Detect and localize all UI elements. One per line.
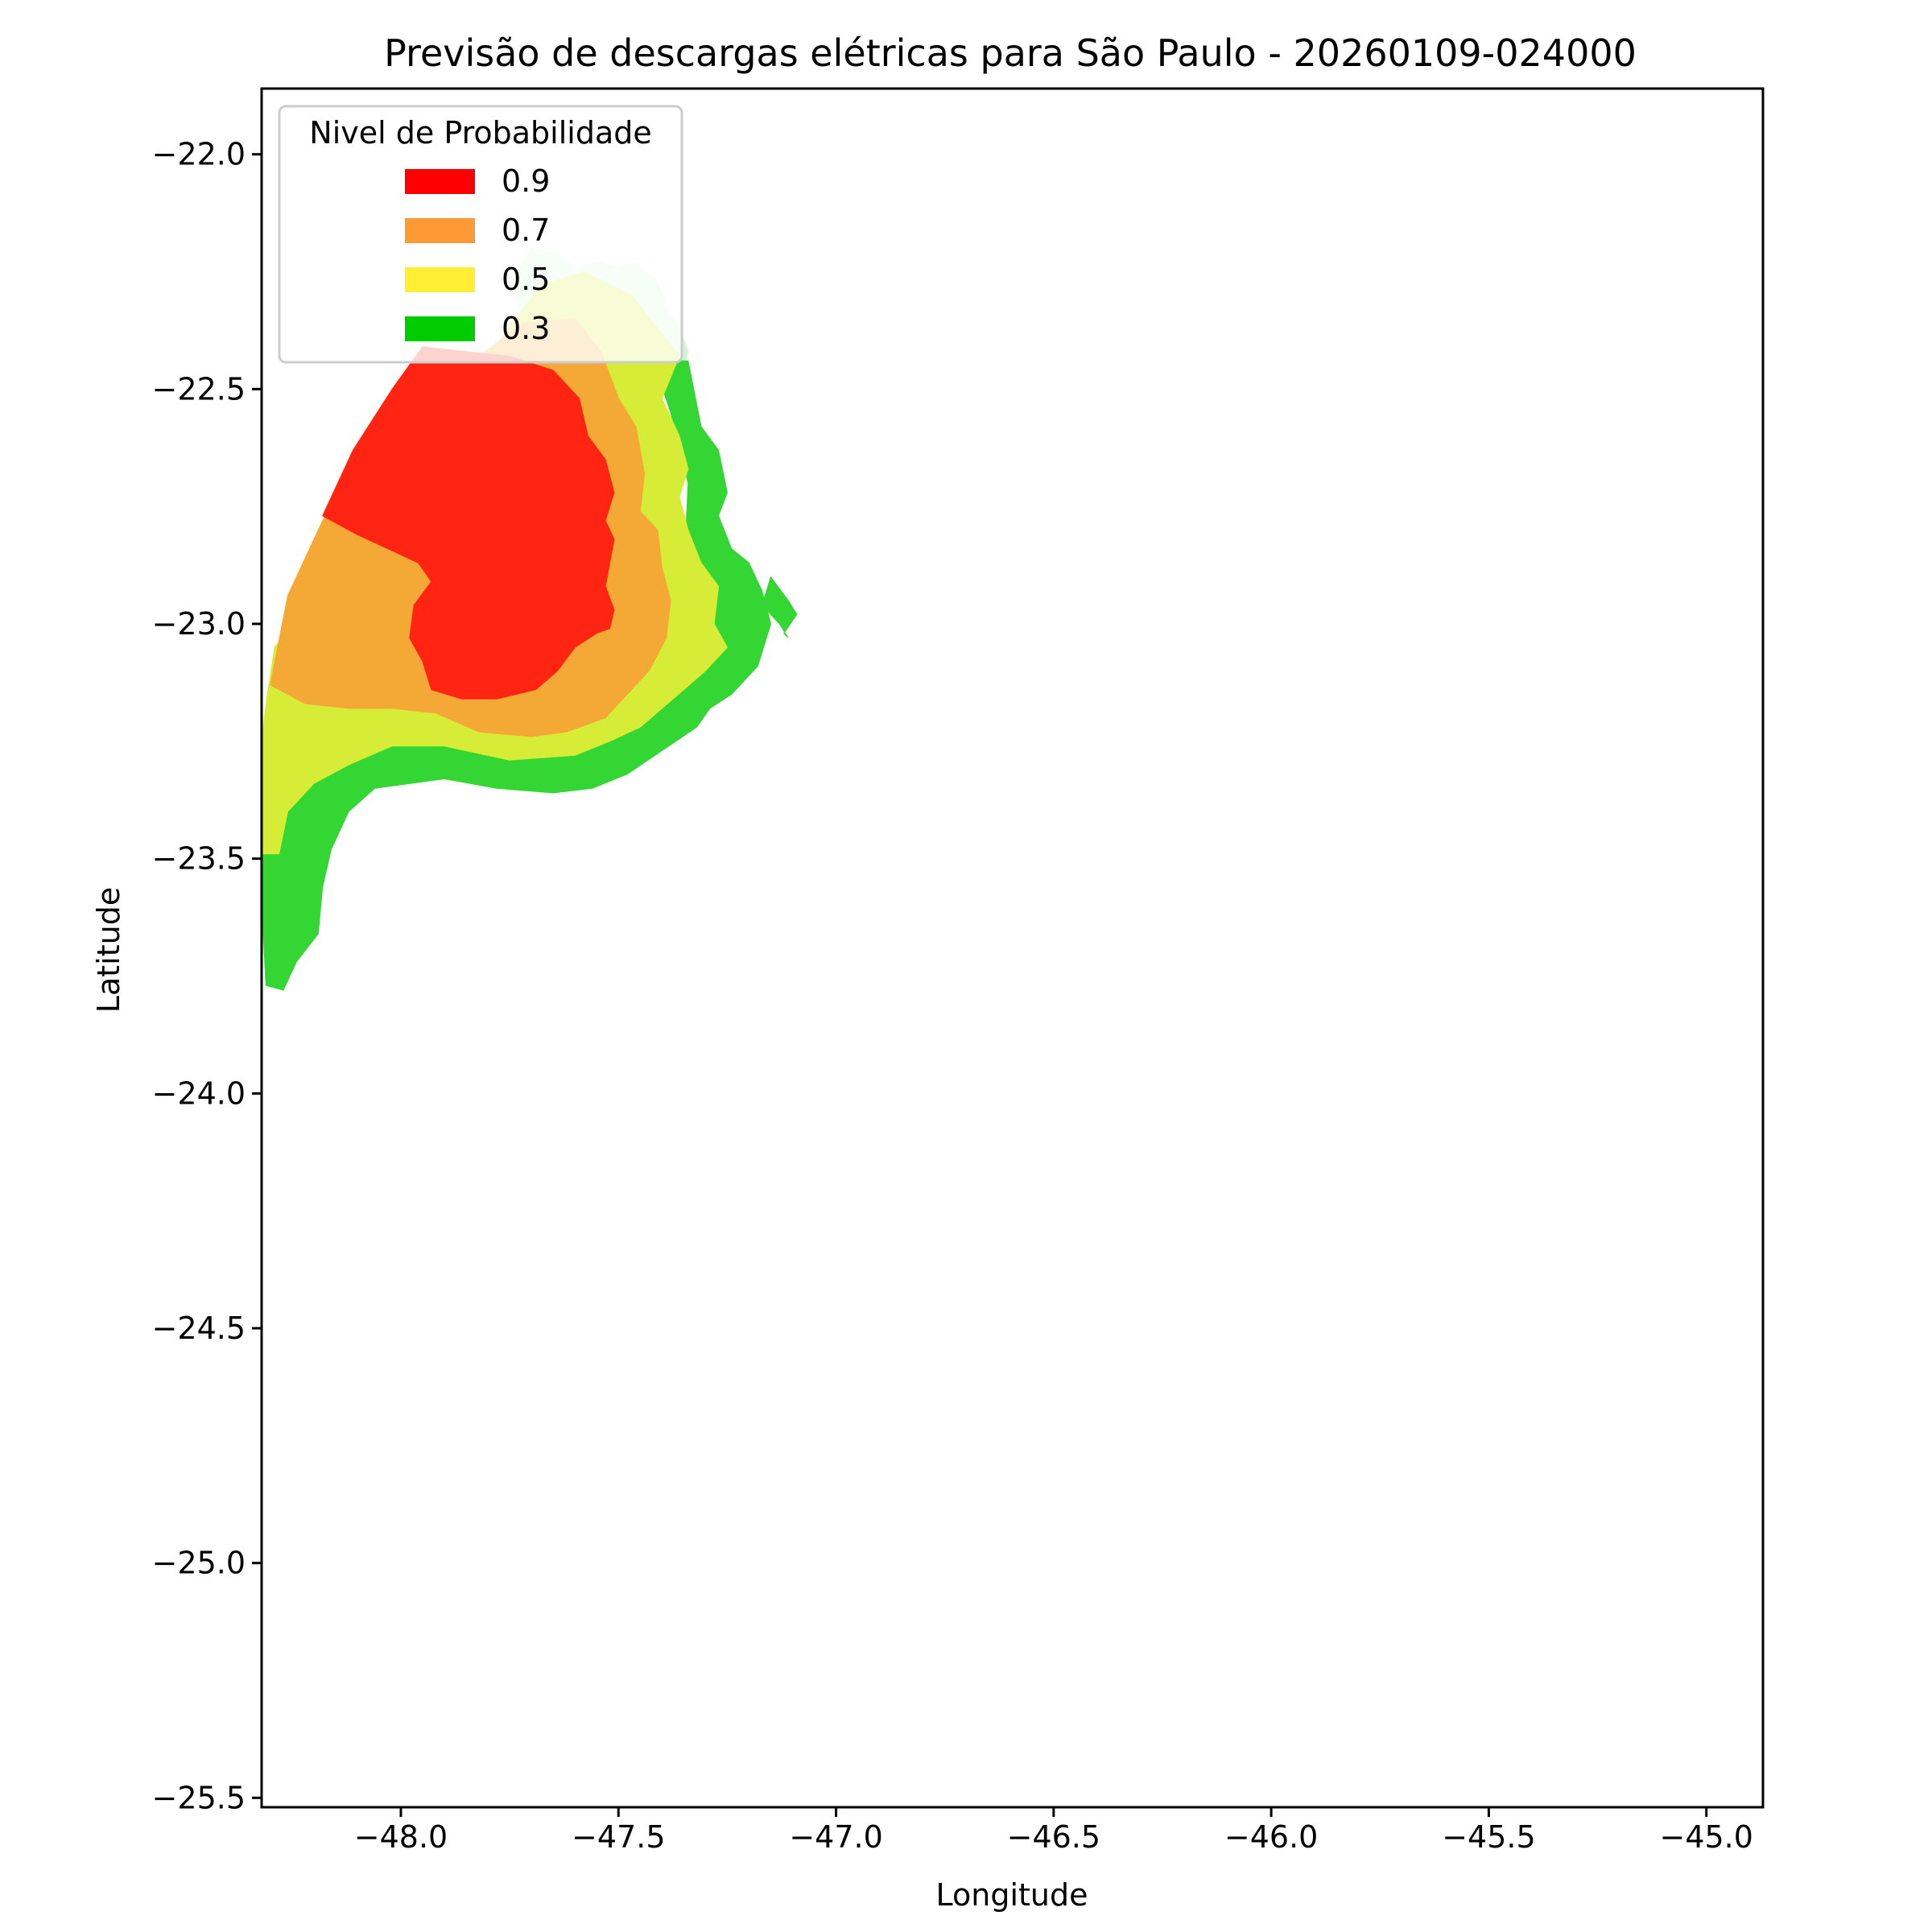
- legend-swatch: [405, 316, 475, 341]
- contour-layer: [262, 247, 798, 991]
- legend-label: 0.5: [502, 262, 550, 297]
- chart-title: Previsão de descargas elétricas para São…: [384, 31, 1637, 75]
- legend-label: 0.3: [502, 311, 550, 346]
- y-tick-label: −22.5: [152, 371, 246, 407]
- y-tick-label: −23.0: [152, 606, 246, 642]
- legend-swatch: [405, 267, 475, 292]
- x-tick-label: −45.5: [1442, 1819, 1535, 1855]
- legend-label: 0.7: [502, 213, 550, 248]
- legend-swatch: [405, 169, 475, 194]
- legend-box: [278, 105, 683, 364]
- x-axis-label: Longitude: [936, 1877, 1088, 1913]
- contour-region-0-3: [762, 576, 798, 638]
- x-tick-label: −47.5: [572, 1819, 665, 1855]
- y-axis: −22.0 −22.5 −23.0 −23.5 −24.0 −24.5 −25.0 −25.5: [152, 137, 262, 1815]
- legend: Nivel de Probabilidade 0.9 0.7 0.5 0.3: [278, 105, 683, 364]
- legend-swatch: [405, 218, 475, 243]
- x-tick-label: −46.0: [1224, 1819, 1318, 1855]
- legend-entries: 0.9 0.7 0.5 0.3: [405, 163, 550, 346]
- y-tick-label: −24.0: [152, 1075, 246, 1111]
- x-tick-label: −45.0: [1659, 1819, 1752, 1855]
- plot-area-frame: [260, 87, 1765, 1809]
- y-tick-label: −23.5: [152, 841, 246, 877]
- y-tick-label: −24.5: [152, 1311, 246, 1346]
- x-tick-label: −48.0: [354, 1819, 448, 1855]
- y-tick-label: −25.0: [152, 1546, 246, 1581]
- x-tick-label: −47.0: [789, 1819, 882, 1855]
- legend-title: Nivel de Probabilidade: [309, 115, 651, 151]
- x-tick-label: −46.5: [1007, 1819, 1100, 1855]
- y-axis-label: Latitude: [91, 887, 126, 1013]
- legend-label: 0.9: [502, 163, 550, 199]
- y-tick-label: −22.0: [152, 137, 246, 172]
- x-axis: −48.0 −47.5 −47.0 −46.5 −46.0 −45.5 −45.0: [354, 1807, 1753, 1855]
- y-tick-label: −25.5: [152, 1780, 246, 1815]
